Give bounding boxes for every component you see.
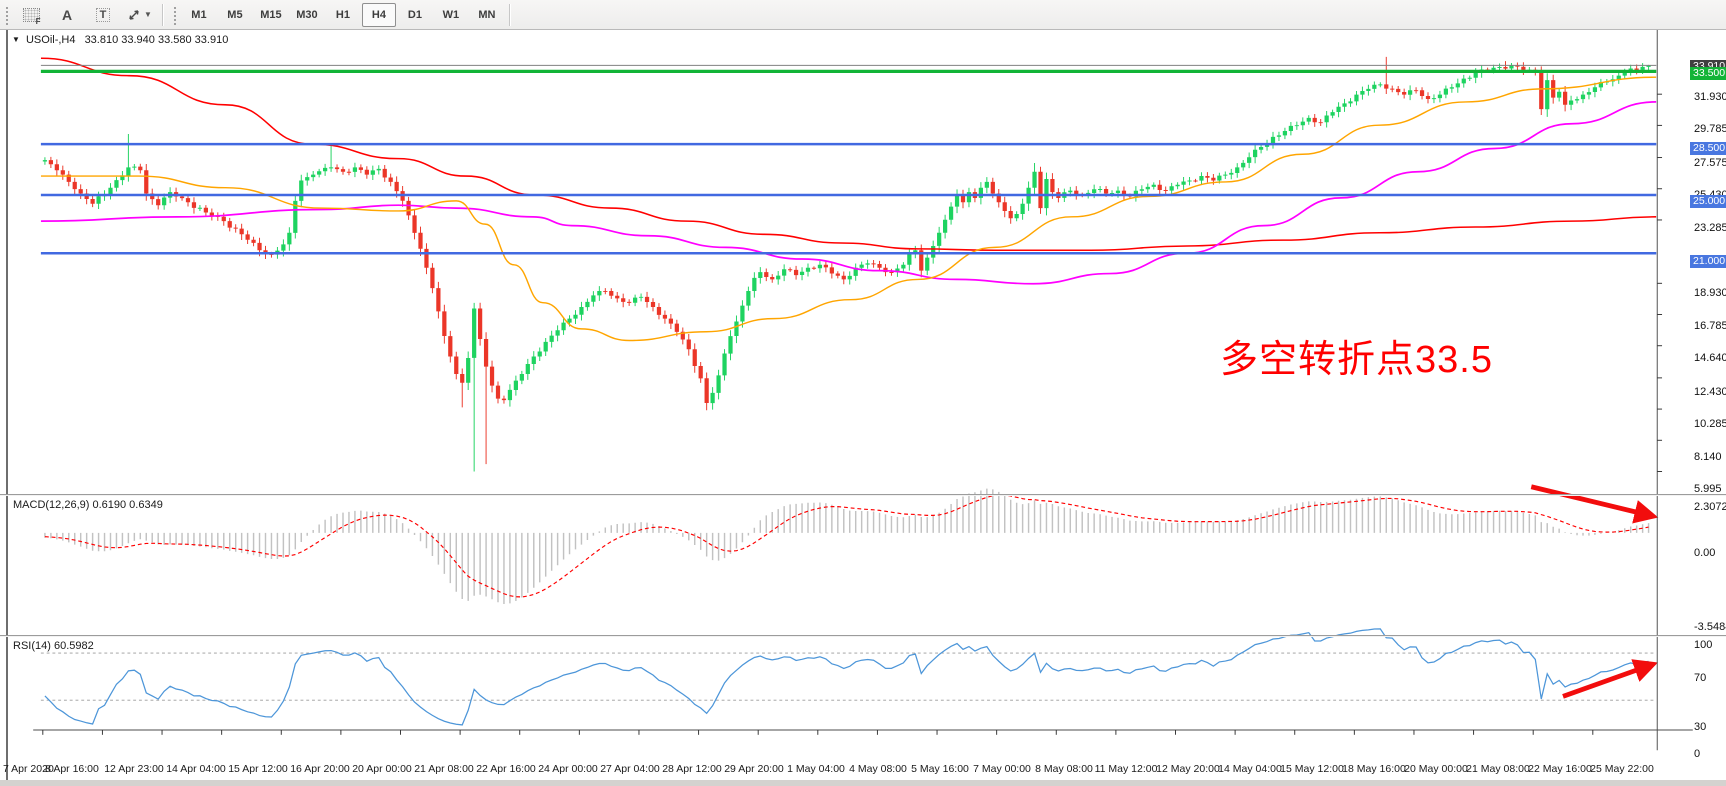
toolbar-separator [161,3,164,26]
time-axis-label: 14 Apr 04:00 [166,763,226,775]
time-axis-label: 27 Apr 04:00 [600,763,660,775]
time-axis-label: 22 May 16:00 [1528,763,1592,775]
rsi-indicator-label: RSI(14) 60.5982 [13,640,94,652]
rsi-arrow[interactable] [1562,659,1658,699]
ma-medium-magenta [40,101,1657,285]
time-axis-label: 8 May 08:00 [1035,763,1093,775]
price-tick-label: 10.285 [1694,418,1726,430]
text-label-icon: A [61,6,73,23]
time-axis-label: 16 Apr 20:00 [290,763,350,775]
rsi-axis-label: 70 [1694,672,1707,684]
timeframe-button-m30[interactable]: M30 [296,8,318,21]
time-axis-label: 5 May 16:00 [911,763,969,775]
blue-level-price-tag: 21.000 [1690,255,1726,268]
timeframe-button-group: M1 M5 M15 M30 H1 H4 D1 W1 MN [181,2,505,27]
chart-left-frame [6,30,8,780]
macd-axis-label: 2.3072 [1694,501,1726,513]
rsi-line [44,628,1649,726]
price-tick-label: 12.430 [1694,386,1726,398]
text-box-icon: T [95,7,111,22]
ma-fast-orange [40,76,1657,342]
macd-indicator-label: MACD(12,26,9) 0.6190 0.6349 [13,499,163,511]
time-axis-label: 18 May 16:00 [1342,763,1406,775]
chevron-down-icon[interactable]: ▼ [12,35,20,44]
time-axis-label: 21 May 08:00 [1466,763,1530,775]
time-axis-label: 15 May 12:00 [1280,763,1344,775]
macd-axis-label: -3.5484 [1694,621,1726,633]
time-axis-label: 25 May 22:00 [1590,763,1654,775]
time-axis-label: 22 Apr 16:00 [476,763,536,775]
toolbar-separator [508,3,511,26]
time-axis-label: 1 May 04:00 [787,763,845,775]
timeframe-button-w1[interactable]: W1 [442,8,460,21]
panel-separator-rsi[interactable] [0,635,1726,637]
timeframe-button-m1[interactable]: M1 [191,8,207,21]
time-axis-label: 20 May 00:00 [1404,763,1468,775]
timeframe-button-d1[interactable]: D1 [407,8,422,21]
cycle-arrows-icon [129,9,139,20]
timeframe-button-m15[interactable]: M15 [260,8,282,21]
toolbar-grip[interactable] [4,4,9,25]
window-bottom-strip [0,780,1726,786]
ma-slow-red [40,57,1657,252]
price-tick-label: 8.140 [1694,451,1722,463]
time-axis-label: 7 Apr 2020 [3,763,54,775]
macd-plot [44,488,1650,605]
time-axis-label: 14 May 04:00 [1218,763,1282,775]
time-axis-label: 29 Apr 20:00 [724,763,784,775]
rsi-axis-label: 0 [1694,748,1701,760]
blue-level-price-tag: 25.000 [1690,195,1726,208]
time-axis-label: 12 May 20:00 [1156,763,1220,775]
time-axis-label: 11 May 12:00 [1094,763,1158,775]
cycle-arrows-tool-button[interactable]: ▼ [122,3,157,27]
text-label-tool-button[interactable]: A [50,3,84,27]
time-axis-label: 24 Apr 00:00 [538,763,598,775]
toolbar: F A T ▼ M1 M5 M15 M30 H1 H4 D1 W1 MN [0,0,1726,30]
timeframe-button-mn[interactable]: MN [478,8,496,21]
symbol-title: USOil-,H4 [25,34,76,46]
text-box-tool-button[interactable]: T [86,3,120,27]
chevron-down-icon: ▼ [144,10,152,19]
chart-header: ▼ USOil-,H4 33.810 33.940 33.580 33.910 [12,34,228,46]
time-axis-label: 8 Apr 16:00 [45,763,99,775]
timeframe-button-h4[interactable]: H4 [361,2,396,27]
time-axis-label: 21 Apr 08:00 [414,763,474,775]
price-tick-label: 16.785 [1694,320,1726,332]
time-axis-label: 12 Apr 23:00 [104,763,164,775]
ohlc-readout: 33.810 33.940 33.580 33.910 [84,34,229,46]
candles-group [42,56,1651,472]
frame-profile-tool-button[interactable]: F [14,3,48,27]
price-tick-label: 23.285 [1694,222,1726,234]
macd-histogram [44,488,1650,605]
price-tick-label: 18.930 [1694,287,1726,299]
time-axis-label: 15 Apr 12:00 [228,763,288,775]
timeframe-button-h1[interactable]: H1 [335,8,350,21]
time-axis-label: 20 Apr 00:00 [352,763,412,775]
price-tick-label: 31.930 [1694,91,1726,103]
timeframe-button-m5[interactable]: M5 [227,8,243,21]
blue-level-price-tag: 28.500 [1690,142,1726,155]
toolbar-grip[interactable] [171,4,177,25]
green-level-price-tag: 33.500 [1690,67,1726,80]
time-axis-label: 7 May 00:00 [973,763,1031,775]
macd-axis-label: 0.00 [1694,547,1716,559]
main-chart-canvas[interactable] [0,30,1726,780]
rsi-axis-label: 30 [1694,721,1707,733]
time-axis-label: 4 May 08:00 [849,763,907,775]
price-tick-label: 14.640 [1694,352,1726,364]
macd-arrow[interactable] [1530,484,1659,524]
price-tick-label: 29.785 [1694,123,1726,135]
macd-signal-line [44,494,1649,598]
rsi-axis-label: 100 [1694,639,1713,651]
frame-grid-icon: F [22,7,41,26]
price-tick-label: 5.995 [1694,483,1722,495]
panel-separator-macd[interactable] [0,494,1726,496]
chart-window[interactable]: ▼ USOil-,H4 33.810 33.940 33.580 33.910 … [0,30,1726,786]
time-axis-label: 28 Apr 12:00 [662,763,722,775]
chart-text-annotation[interactable]: 多空转折点33.5 [1220,339,1493,381]
price-tick-label: 27.575 [1694,157,1726,169]
